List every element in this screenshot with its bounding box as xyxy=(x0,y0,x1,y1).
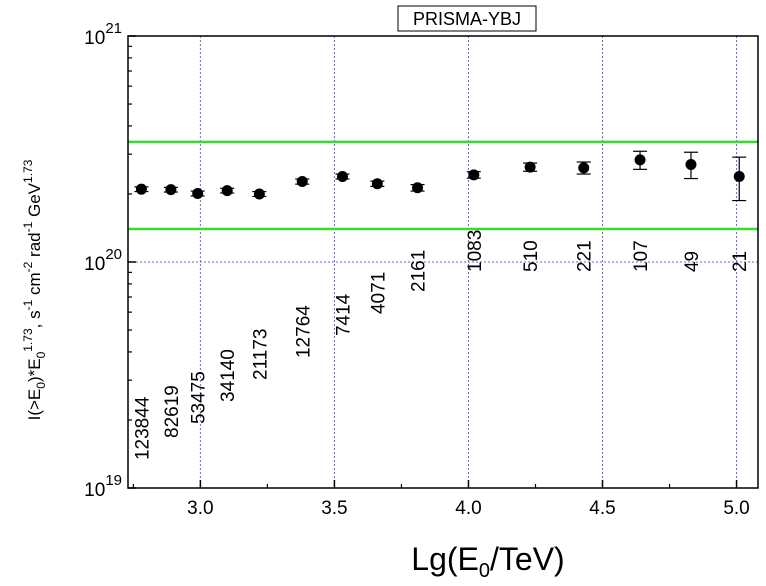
event-count-label: 12764 xyxy=(293,305,314,358)
data-point xyxy=(165,184,177,196)
data-point xyxy=(685,159,697,171)
x-tick-label: 3.0 xyxy=(187,498,213,519)
event-count-label: 34140 xyxy=(218,349,239,402)
event-count-label: 82619 xyxy=(162,385,183,438)
grid-lines xyxy=(128,36,758,488)
plot-frame xyxy=(127,35,759,489)
event-count-label: 7414 xyxy=(333,293,354,336)
x-tick-label: 4.5 xyxy=(589,498,615,519)
data-point xyxy=(524,161,536,173)
event-count-label: 123844 xyxy=(132,396,153,460)
y-tick-label: 1019 xyxy=(84,472,122,501)
data-point xyxy=(371,178,383,190)
event-count-label: 4071 xyxy=(368,272,389,314)
x-axis-title: Lg(E0/TeV) xyxy=(411,541,564,582)
event-count-label: 49 xyxy=(682,251,703,272)
event-count-label: 107 xyxy=(631,240,652,272)
data-point xyxy=(221,185,233,197)
y-tick-label: 1020 xyxy=(84,246,122,275)
x-axis-ticks: 3.0 3.5 4.0 4.5 5.0 xyxy=(132,480,750,519)
reference-lines xyxy=(128,140,758,231)
event-count-label: 510 xyxy=(521,240,542,272)
data-point xyxy=(468,169,480,181)
x-tick-label: 3.5 xyxy=(321,498,347,519)
data-point xyxy=(733,170,745,182)
chart-title: PRISMA-YBJ xyxy=(413,9,521,29)
data-point xyxy=(336,170,348,182)
data-point xyxy=(578,162,590,174)
chart-title-box: PRISMA-YBJ xyxy=(397,5,537,32)
data-points xyxy=(134,150,747,202)
data-point xyxy=(296,176,308,188)
x-tick-label: 4.0 xyxy=(455,498,481,519)
y-tick-label: 1021 xyxy=(84,20,122,49)
event-count-labels: 123844 82619 53475 34140 21173 12764 7414 4071 2… xyxy=(132,230,751,460)
data-point xyxy=(192,187,204,199)
x-tick-label: 5.0 xyxy=(723,498,749,519)
data-point xyxy=(412,182,424,194)
event-count-label: 221 xyxy=(575,240,596,272)
data-point xyxy=(253,188,265,200)
event-count-label: 2161 xyxy=(409,250,430,292)
data-point xyxy=(634,154,646,166)
event-count-label: 53475 xyxy=(189,371,210,424)
y-axis-title: I(>E0)*E01.73, s-1 cm-2 rad-1 GeV1.73 xyxy=(21,159,48,420)
y-axis-ticks: 1019 1020 1021 xyxy=(84,20,136,501)
data-point xyxy=(135,183,147,195)
event-count-label: 1083 xyxy=(465,230,486,272)
event-count-label: 21173 xyxy=(250,329,271,380)
event-count-label: 21 xyxy=(730,251,751,272)
